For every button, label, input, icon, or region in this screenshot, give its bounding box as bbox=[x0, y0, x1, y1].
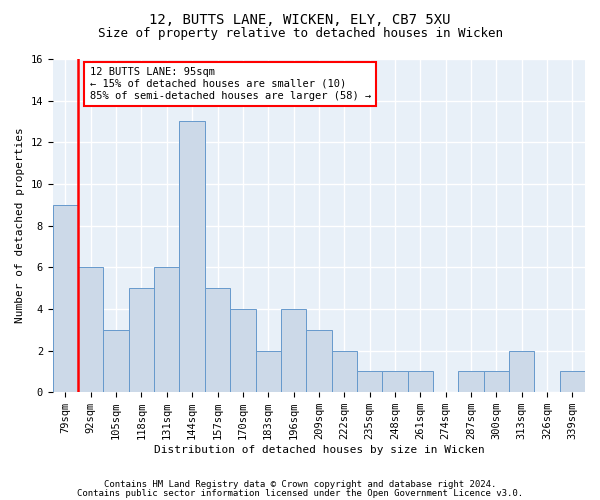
X-axis label: Distribution of detached houses by size in Wicken: Distribution of detached houses by size … bbox=[154, 445, 484, 455]
Bar bbox=[154, 268, 179, 392]
Bar bbox=[332, 350, 357, 392]
Bar bbox=[256, 350, 281, 392]
Bar bbox=[560, 372, 585, 392]
Bar bbox=[103, 330, 129, 392]
Bar bbox=[281, 309, 306, 392]
Bar bbox=[230, 309, 256, 392]
Y-axis label: Number of detached properties: Number of detached properties bbox=[15, 128, 25, 324]
Text: 12, BUTTS LANE, WICKEN, ELY, CB7 5XU: 12, BUTTS LANE, WICKEN, ELY, CB7 5XU bbox=[149, 12, 451, 26]
Text: Contains HM Land Registry data © Crown copyright and database right 2024.: Contains HM Land Registry data © Crown c… bbox=[104, 480, 496, 489]
Bar bbox=[458, 372, 484, 392]
Bar bbox=[407, 372, 433, 392]
Bar bbox=[357, 372, 382, 392]
Bar bbox=[129, 288, 154, 392]
Text: 12 BUTTS LANE: 95sqm
← 15% of detached houses are smaller (10)
85% of semi-detac: 12 BUTTS LANE: 95sqm ← 15% of detached h… bbox=[89, 68, 371, 100]
Bar bbox=[205, 288, 230, 392]
Bar bbox=[78, 268, 103, 392]
Bar bbox=[509, 350, 535, 392]
Bar bbox=[179, 122, 205, 392]
Bar bbox=[484, 372, 509, 392]
Text: Contains public sector information licensed under the Open Government Licence v3: Contains public sector information licen… bbox=[77, 488, 523, 498]
Bar bbox=[382, 372, 407, 392]
Bar bbox=[53, 205, 78, 392]
Bar bbox=[306, 330, 332, 392]
Text: Size of property relative to detached houses in Wicken: Size of property relative to detached ho… bbox=[97, 28, 503, 40]
